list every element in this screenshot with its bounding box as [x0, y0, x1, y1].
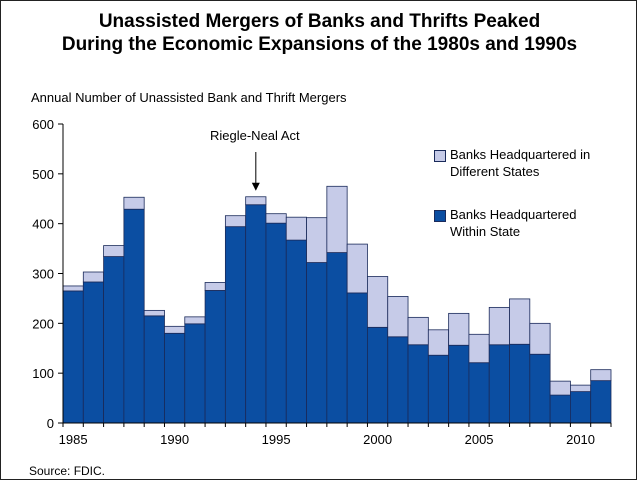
- bar-different-states-1994: [245, 196, 267, 206]
- chart-title-line1: Unassisted Mergers of Banks and Thrifts …: [98, 11, 541, 32]
- bar-within-state-1988: [123, 208, 145, 424]
- bar-within-state-1989: [143, 315, 165, 424]
- x-tick-label-2010: 2010: [566, 432, 595, 447]
- bar-different-states-1993: [224, 215, 247, 228]
- y-axis-label: Annual Number of Unassisted Bank and Thr…: [31, 90, 347, 105]
- bar-different-states-2006: [488, 306, 510, 346]
- bar-within-state-1992: [204, 290, 226, 424]
- bar-within-state-1994: [245, 204, 267, 424]
- bar-different-states-1990: [164, 325, 186, 334]
- bar-within-state-2002: [407, 344, 429, 424]
- legend-label-different-states-line2: Different States: [450, 164, 540, 179]
- bar-different-states-2000: [367, 276, 389, 328]
- bar-within-state-1995: [265, 222, 287, 424]
- bar-different-states-2005: [468, 333, 490, 364]
- bar-within-state-2008: [529, 353, 551, 424]
- bar-within-state-2009: [549, 394, 571, 424]
- x-tick-label-2000: 2000: [363, 432, 392, 447]
- annotation-label: Riegle-Neal Act: [210, 128, 300, 143]
- bar-different-states-1999: [346, 243, 368, 294]
- x-tick-label-2005: 2005: [465, 432, 494, 447]
- chart-title-line2: During the Economic Expansions of the 19…: [61, 34, 578, 55]
- x-tick-label-1985: 1985: [59, 432, 88, 447]
- bar-different-states-2008: [529, 322, 551, 355]
- bar-within-state-1985: [62, 290, 84, 424]
- bar-different-states-2001: [387, 296, 409, 338]
- bar-different-states-1987: [103, 245, 125, 257]
- bar-different-states-1998: [326, 185, 348, 253]
- bar-different-states-2009: [549, 380, 571, 396]
- bar-different-states-2011: [590, 369, 612, 382]
- bar-within-state-1991: [184, 323, 206, 424]
- bar-within-state-2010: [570, 391, 592, 424]
- x-tick-label-1995: 1995: [262, 432, 291, 447]
- legend-label-within-state-line1: Banks Headquartered: [450, 207, 577, 222]
- bar-within-state-1996: [285, 239, 307, 424]
- legend-swatch-within-state: [434, 210, 446, 222]
- bar-within-state-1986: [82, 281, 104, 424]
- bar-within-state-1990: [164, 332, 186, 424]
- bar-different-states-1991: [184, 316, 206, 325]
- annotation-arrow-head: [251, 182, 260, 191]
- bar-within-state-1993: [224, 226, 247, 424]
- bar-different-states-1996: [285, 216, 307, 241]
- bar-different-states-1985: [62, 285, 84, 292]
- bar-different-states-2010: [570, 384, 592, 393]
- bar-different-states-1986: [82, 271, 104, 283]
- bar-within-state-1999: [346, 292, 368, 424]
- y-tick-label-100: 100: [32, 366, 54, 381]
- legend-swatch-different-states: [434, 150, 446, 162]
- bar-within-state-2011: [590, 380, 612, 424]
- x-tick-label-1990: 1990: [160, 432, 189, 447]
- bar-within-state-2003: [427, 354, 450, 424]
- bar-within-state-2005: [468, 362, 490, 424]
- bar-within-state-1987: [103, 256, 125, 424]
- bar-within-state-1998: [326, 252, 348, 424]
- y-tick-label-200: 200: [32, 316, 54, 331]
- legend-label-different-states-line1: Banks Headquartered in: [450, 147, 591, 162]
- bar-different-states-2004: [448, 312, 470, 346]
- bar-different-states-2002: [407, 316, 429, 346]
- y-tick-label-500: 500: [32, 167, 54, 182]
- y-tick-label-300: 300: [32, 267, 54, 282]
- y-tick-label-600: 600: [32, 117, 54, 132]
- bar-different-states-1988: [123, 196, 145, 210]
- source-note: Source: FDIC.: [29, 464, 106, 478]
- bar-different-states-2003: [427, 329, 450, 356]
- bar-within-state-2000: [367, 326, 389, 424]
- bar-within-state-2007: [509, 343, 531, 424]
- bar-different-states-1997: [306, 217, 328, 263]
- bar-different-states-1992: [204, 282, 226, 291]
- bar-within-state-2006: [488, 344, 510, 424]
- y-tick-label-400: 400: [32, 217, 54, 232]
- bar-different-states-1989: [143, 309, 165, 317]
- bar-different-states-2007: [509, 298, 531, 345]
- bar-within-state-1997: [306, 262, 328, 424]
- legend-label-within-state-line2: Within State: [450, 224, 521, 239]
- bar-within-state-2004: [448, 344, 470, 424]
- y-tick-label-0: 0: [47, 416, 54, 431]
- bar-different-states-1995: [265, 213, 287, 224]
- bar-within-state-2001: [387, 336, 409, 424]
